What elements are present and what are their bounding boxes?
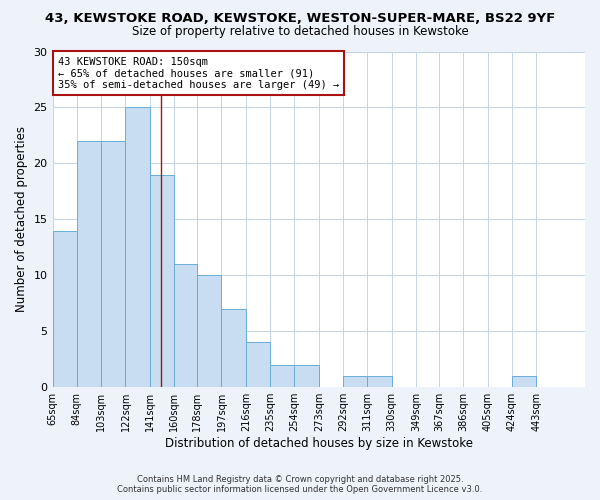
- Bar: [246, 342, 270, 387]
- Bar: [221, 309, 246, 387]
- Bar: [77, 141, 101, 387]
- Bar: [343, 376, 367, 387]
- Y-axis label: Number of detached properties: Number of detached properties: [15, 126, 28, 312]
- Bar: [270, 365, 295, 387]
- Bar: [125, 108, 150, 387]
- Bar: [197, 276, 221, 387]
- Bar: [174, 264, 197, 387]
- X-axis label: Distribution of detached houses by size in Kewstoke: Distribution of detached houses by size …: [165, 437, 473, 450]
- Text: 43, KEWSTOKE ROAD, KEWSTOKE, WESTON-SUPER-MARE, BS22 9YF: 43, KEWSTOKE ROAD, KEWSTOKE, WESTON-SUPE…: [45, 12, 555, 26]
- Bar: [53, 230, 77, 387]
- Text: Contains HM Land Registry data © Crown copyright and database right 2025.
Contai: Contains HM Land Registry data © Crown c…: [118, 474, 482, 494]
- Bar: [150, 174, 174, 387]
- Text: Size of property relative to detached houses in Kewstoke: Size of property relative to detached ho…: [131, 25, 469, 38]
- Text: 43 KEWSTOKE ROAD: 150sqm
← 65% of detached houses are smaller (91)
35% of semi-d: 43 KEWSTOKE ROAD: 150sqm ← 65% of detach…: [58, 56, 339, 90]
- Bar: [512, 376, 536, 387]
- Bar: [101, 141, 125, 387]
- Bar: [367, 376, 392, 387]
- Bar: [295, 365, 319, 387]
